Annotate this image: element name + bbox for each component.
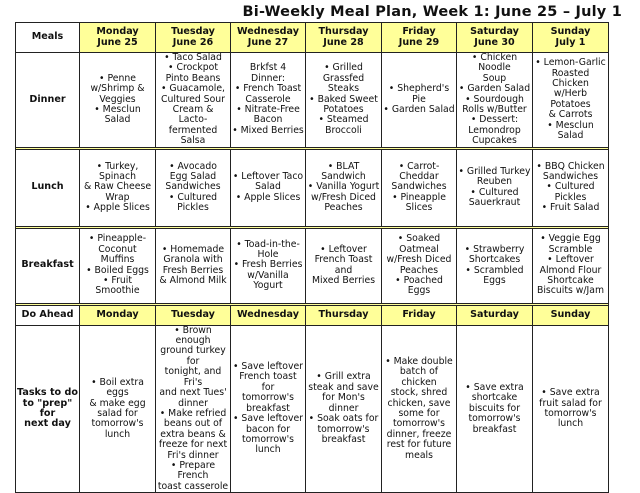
do-ahead-day: Friday [381,304,457,326]
breakfast-cell: • Strawberry Shortcakes • Scrambled Eggs [456,227,533,304]
row-label-lunch: Lunch [15,148,80,227]
page-title: Bi-Weekly Meal Plan, Week 1: June 25 – J… [0,4,622,20]
lunch-cell: • Avocado Egg Salad Sandwiches • Culture… [155,148,231,227]
row-label-tasks: Tasks to do to "prep" for next day [15,324,80,493]
day-header-sunday: Sunday July 1 [532,22,609,53]
lunch-cell: • BBQ Chicken Sandwiches • Cultured Pick… [532,148,609,227]
breakfast-cell: • Pineapple- Coconut Muffins • Boiled Eg… [79,227,156,304]
lunch-row: Lunch • Turkey, Spinach & Raw Cheese Wra… [15,148,609,227]
day-header-wednesday: Wednesday June 27 [230,22,306,53]
task-cell: • Brown enough ground turkey for tonight… [155,324,231,493]
task-cell: • Boil extra eggs & make egg salad for t… [79,324,156,493]
dinner-cell: • Shepherd's Pie • Garden Salad [381,52,457,148]
lunch-cell: • Grilled Turkey Reuben • Cultured Sauer… [456,148,533,227]
day-header-friday: Friday June 29 [381,22,457,53]
breakfast-cell: • Veggie Egg Scramble • Leftover Almond … [532,227,609,304]
meal-plan-table: Meals Monday June 25 Tuesday June 26 Wed… [15,22,609,493]
breakfast-cell: • Homemade Granola with Fresh Berries & … [155,227,231,304]
do-ahead-day: Sunday [532,304,609,326]
lunch-cell: • Turkey, Spinach & Raw Cheese Wrap • Ap… [79,148,156,227]
task-cell: • Make double batch of chicken stock, sh… [381,324,457,493]
dinner-row: Dinner • Penne w/Shrimp & Veggies • Mesc… [15,52,609,148]
dinner-cell: • Chicken Noodle Soup • Garden Salad • S… [456,52,533,148]
breakfast-cell: • Toad-in-the- Hole • Fresh Berries w/Va… [230,227,306,304]
lunch-cell: • Leftover Taco Salad • Apple Slices [230,148,306,227]
do-ahead-label: Do Ahead [15,304,80,326]
dinner-cell: • Lemon-Garlic Roasted Chicken w/Herb Po… [532,52,609,148]
task-cell: • Grill extra steak and save for Mon's d… [305,324,382,493]
title-text: Bi-Weekly Meal Plan, Week 1: June 25 – J… [242,4,622,20]
header-row: Meals Monday June 25 Tuesday June 26 Wed… [15,22,609,53]
do-ahead-day: Tuesday [155,304,231,326]
row-label-breakfast: Breakfast [15,227,80,304]
tasks-row: Tasks to do to "prep" for next day • Boi… [15,324,609,493]
breakfast-cell: • Leftover French Toast and Mixed Berrie… [305,227,382,304]
dinner-cell: Brkfst 4 Dinner: • French Toast Casserol… [230,52,306,148]
task-cell: • Save leftover French toast for tomorro… [230,324,306,493]
day-header-thursday: Thursday June 28 [305,22,382,53]
lunch-cell: • BLAT Sandwich • Vanilla Yogurt w/Fresh… [305,148,382,227]
row-label-dinner: Dinner [15,52,80,148]
do-ahead-day: Wednesday [230,304,306,326]
dinner-cell: • Grilled Grassfed Steaks • Baked Sweet … [305,52,382,148]
day-header-saturday: Saturday June 30 [456,22,533,53]
task-cell: • Save extra shortcake biscuits for tomo… [456,324,533,493]
do-ahead-header-row: Do Ahead Monday Tuesday Wednesday Thursd… [15,304,609,326]
dinner-cell: • Taco Salad • Crockpot Pinto Beans • Gu… [155,52,231,148]
breakfast-row: Breakfast • Pineapple- Coconut Muffins •… [15,227,609,304]
do-ahead-day: Thursday [305,304,382,326]
meals-header: Meals [15,22,80,53]
breakfast-cell: • Soaked Oatmeal w/Fresh Diced Peaches •… [381,227,457,304]
dinner-cell: • Penne w/Shrimp & Veggies • Mesclun Sal… [79,52,156,148]
day-header-monday: Monday June 25 [79,22,156,53]
do-ahead-day: Monday [79,304,156,326]
task-cell: • Save extra fruit salad for tomorrow's … [532,324,609,493]
do-ahead-day: Saturday [456,304,533,326]
day-header-tuesday: Tuesday June 26 [155,22,231,53]
lunch-cell: • Carrot-Cheddar Sandwiches • Pineapple … [381,148,457,227]
